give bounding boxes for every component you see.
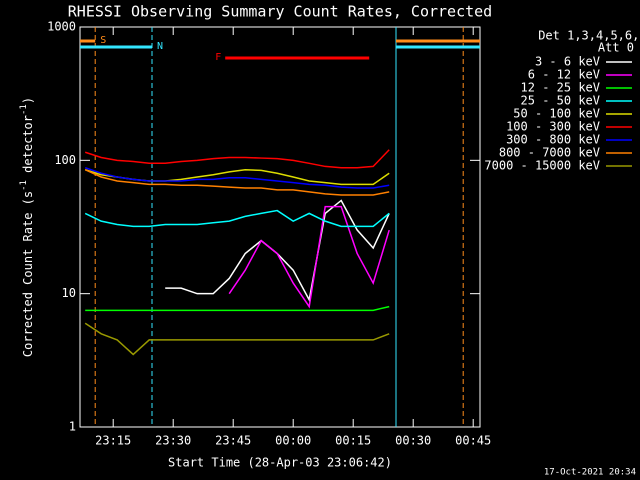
y-tick-label: 1000 [47,20,76,34]
x-tick-label: 00:15 [335,434,371,448]
legend-label: 3 - 6 keV [535,55,600,69]
legend-header: Det 1,3,4,5,6,9, [538,29,640,43]
x-axis-label: Start Time (28-Apr-03 23:06:42) [168,456,392,470]
y-label-sup: -1 [19,180,29,191]
y-tick-label: 10 [62,286,76,300]
x-tick-label: 00:30 [395,434,431,448]
y-tick-label: 100 [54,153,76,167]
y-label-sup: -1 [19,104,29,115]
chart-title: RHESSI Observing Summary Count Rates, Co… [68,3,492,21]
legend-label: 25 - 50 keV [521,94,600,108]
series-line [84,167,390,189]
series-line [84,209,390,228]
legend-header: Att 0 [598,41,634,55]
state-label: F [215,52,221,63]
series-line [84,149,390,169]
legend-label: 300 - 800 keV [506,133,600,147]
x-tick-label: 00:00 [275,434,311,448]
x-tick-label: 23:15 [95,434,131,448]
y-label-part: ) [21,97,35,104]
series-line [85,305,390,312]
plot-frame [79,26,481,428]
state-label: S [100,35,106,46]
legend-label: 800 - 7000 keV [499,146,600,160]
x-tick-label: 23:30 [155,434,191,448]
y-axis-label: Corrected Count Rate (s-1 detector-1) [19,97,35,357]
legend-label: 6 - 12 keV [528,68,600,82]
series-line [228,205,390,309]
series-line [84,169,390,196]
legend-label: 50 - 100 keV [513,107,600,121]
legend-label: 7000 - 15000 keV [484,159,600,173]
x-tick-label: 00:45 [455,434,491,448]
x-tick-label: 23:45 [215,434,251,448]
series-line [84,322,390,356]
y-label-part: Corrected Count Rate (s [21,191,35,357]
footer: 17-Oct-2021 20:34 [544,468,636,478]
legend-label: 12 - 25 keV [521,81,600,95]
state-label: N [157,41,163,52]
y-tick-label: 1 [69,420,76,434]
y-label-part: detector [21,115,35,180]
legend-label: 100 - 300 keV [506,120,600,134]
